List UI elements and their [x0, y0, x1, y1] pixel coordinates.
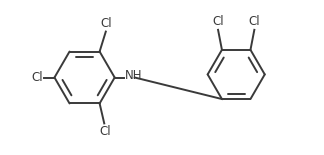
- Text: Cl: Cl: [101, 17, 112, 30]
- Text: Cl: Cl: [212, 15, 224, 28]
- Text: NH: NH: [125, 69, 142, 82]
- Text: Cl: Cl: [99, 125, 111, 138]
- Text: Cl: Cl: [249, 15, 260, 28]
- Text: Cl: Cl: [31, 71, 43, 84]
